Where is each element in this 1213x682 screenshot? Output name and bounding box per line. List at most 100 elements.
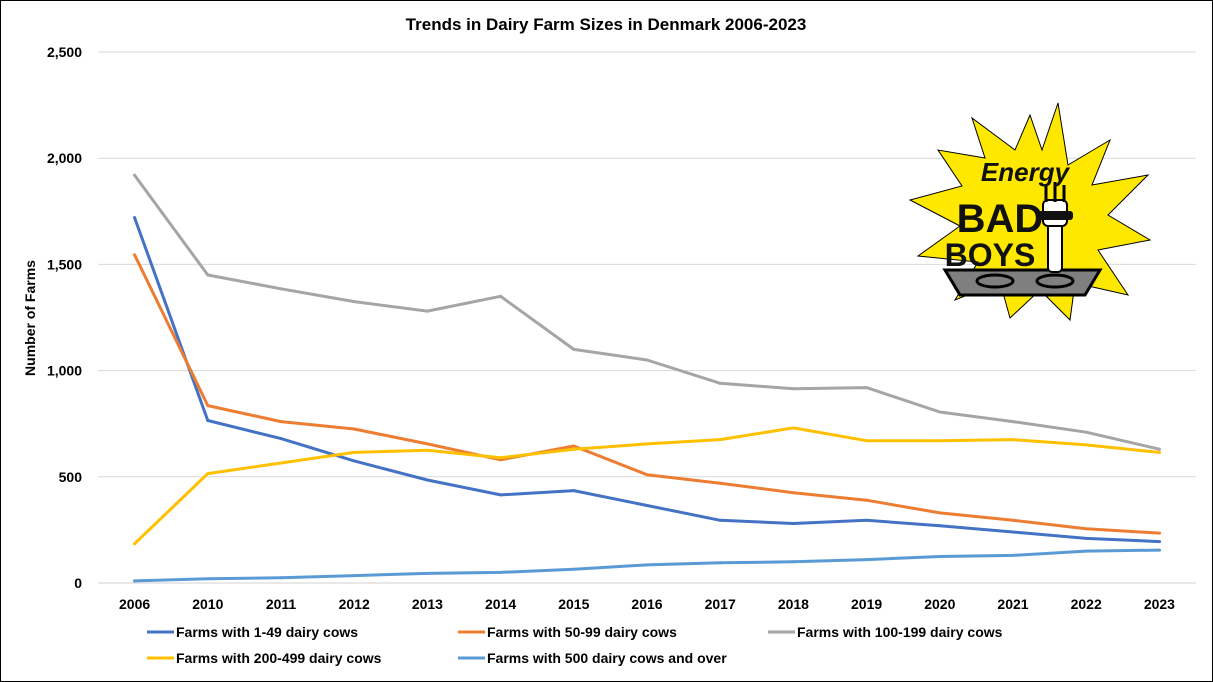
x-tick-label: 2022 <box>1071 596 1102 612</box>
data-point <box>425 571 429 575</box>
data-point <box>499 294 503 298</box>
y-axis-label: Number of Farms <box>22 260 38 376</box>
data-point <box>1157 540 1161 544</box>
data-point <box>1011 420 1015 424</box>
data-point <box>791 491 795 495</box>
data-point <box>279 461 283 465</box>
y-tick-label: 1,000 <box>47 363 82 379</box>
data-point <box>206 273 210 277</box>
x-tick-label: 2010 <box>192 596 223 612</box>
data-point <box>1157 450 1161 454</box>
data-point <box>865 558 869 562</box>
data-point <box>279 420 283 424</box>
logo-line3: BOYS <box>945 237 1036 273</box>
data-point <box>791 522 795 526</box>
legend-label: Farms with 500 dairy cows and over <box>487 650 727 666</box>
data-point <box>718 518 722 522</box>
data-point <box>425 442 429 446</box>
legend-item: Farms with 200-499 dairy cows <box>147 650 382 666</box>
x-tick-label: 2021 <box>997 596 1028 612</box>
x-tick-label: 2014 <box>485 596 516 612</box>
gridlines <box>98 51 1196 584</box>
y-tick-label: 500 <box>59 469 83 485</box>
data-point <box>865 518 869 522</box>
data-point <box>1011 553 1015 557</box>
data-point <box>938 410 942 414</box>
data-point <box>499 493 503 497</box>
data-point <box>206 577 210 581</box>
data-point <box>1157 548 1161 552</box>
y-tick-label: 0 <box>74 575 82 591</box>
data-point <box>133 216 137 220</box>
data-point <box>425 448 429 452</box>
data-point <box>938 511 942 515</box>
legend-label: Farms with 200-499 dairy cows <box>176 650 382 666</box>
data-point <box>938 524 942 528</box>
data-point <box>572 447 576 451</box>
data-point <box>865 498 869 502</box>
logo-burner-left <box>975 273 1015 289</box>
data-point <box>718 481 722 485</box>
x-axis-ticks: 2006 2010 2011 2012 2013 2014 2015 2016 2017 2018… <box>119 596 1175 612</box>
data-point <box>645 473 649 477</box>
data-point <box>572 489 576 493</box>
data-point <box>791 387 795 391</box>
data-point <box>645 442 649 446</box>
data-point <box>1084 527 1088 531</box>
logo-line1: Energy <box>981 157 1071 187</box>
legend: Farms with 1-49 dairy cows Farms with 50-… <box>147 624 1003 666</box>
data-point <box>645 503 649 507</box>
legend-item: Farms with 1-49 dairy cows <box>147 624 358 640</box>
data-point <box>1011 518 1015 522</box>
data-point <box>791 560 795 564</box>
x-tick-label: 2017 <box>705 596 736 612</box>
data-point <box>206 472 210 476</box>
x-tick-label: 2015 <box>558 596 589 612</box>
data-point <box>865 439 869 443</box>
x-tick-label: 2016 <box>631 596 662 612</box>
legend-label: Farms with 1-49 dairy cows <box>176 624 358 640</box>
data-point <box>279 437 283 441</box>
data-point <box>865 386 869 390</box>
data-point <box>1157 531 1161 535</box>
data-point <box>279 576 283 580</box>
data-point <box>352 300 356 304</box>
logo-stove-base <box>942 268 1103 297</box>
data-point <box>425 309 429 313</box>
data-point <box>206 404 210 408</box>
legend-label: Farms with 100-199 dairy cows <box>797 624 1003 640</box>
y-tick-label: 2,000 <box>47 150 82 166</box>
legend-item: Farms with 50-99 dairy cows <box>458 624 677 640</box>
logo-burner-right <box>1035 273 1075 289</box>
data-point <box>572 567 576 571</box>
data-point <box>352 427 356 431</box>
data-point <box>938 439 942 443</box>
logo-fork-icon <box>1037 182 1073 273</box>
data-point <box>791 426 795 430</box>
data-point <box>1084 430 1088 434</box>
data-point <box>352 574 356 578</box>
x-tick-label: 2012 <box>339 596 370 612</box>
data-point <box>1084 443 1088 447</box>
chart-title: Trends in Dairy Farm Sizes in Denmark 20… <box>406 15 807 34</box>
data-point <box>133 542 137 546</box>
data-point <box>1011 438 1015 442</box>
series-lines <box>133 173 1161 583</box>
x-tick-label: 2020 <box>924 596 955 612</box>
data-point <box>718 438 722 442</box>
x-tick-label: 2023 <box>1144 596 1175 612</box>
data-point <box>133 173 137 177</box>
data-point <box>133 579 137 583</box>
data-point <box>1157 447 1161 451</box>
data-point <box>499 456 503 460</box>
legend-label: Farms with 50-99 dairy cows <box>487 624 677 640</box>
x-tick-label: 2018 <box>778 596 809 612</box>
data-point <box>645 563 649 567</box>
data-point <box>572 347 576 351</box>
data-point <box>645 358 649 362</box>
y-tick-label: 2,500 <box>47 44 82 60</box>
data-point <box>718 561 722 565</box>
logo-line2: BAD <box>957 197 1044 241</box>
legend-item: Farms with 500 dairy cows and over <box>458 650 727 666</box>
data-point <box>352 450 356 454</box>
